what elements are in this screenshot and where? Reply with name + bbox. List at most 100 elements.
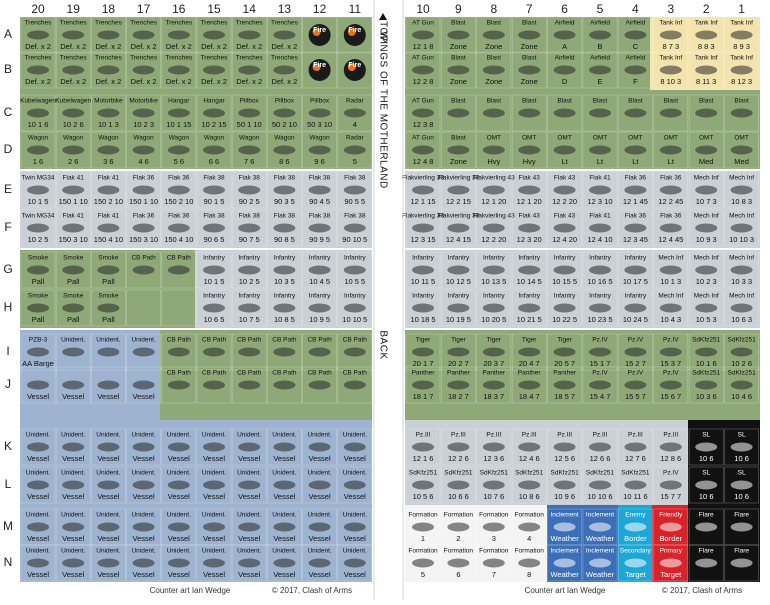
counter-border	[20, 508, 56, 546]
counter: Blast Zone	[441, 16, 476, 54]
counter-icon	[482, 522, 505, 532]
counter-border	[267, 131, 302, 169]
counter-stats: 12 3 6	[483, 454, 504, 463]
counter-border	[302, 51, 337, 89]
counter-name: Infantry	[625, 293, 647, 300]
counter-border	[405, 466, 441, 504]
counter-stats: 8 7 3	[662, 42, 679, 51]
counter: Flak 43 12 3 20	[511, 209, 547, 247]
counter-stats: Vessel	[133, 534, 155, 543]
counter: Unident. Vessel	[126, 544, 161, 582]
counter-icon	[97, 145, 120, 155]
column-label: 1	[738, 2, 745, 16]
counter: Flak 43 12 1 20	[511, 171, 547, 209]
counter-stats: Def. x 2	[166, 77, 192, 86]
counter-icon	[273, 303, 296, 313]
counter-border	[55, 508, 91, 546]
counter: Wagon 7 6	[231, 131, 267, 169]
counter-icon	[518, 30, 541, 40]
counter: Wagon 2 6	[55, 131, 91, 169]
counter-border	[126, 289, 161, 327]
counter-stats: Vessel	[203, 570, 225, 579]
counter-icon	[624, 265, 647, 275]
counter-name: Unident.	[202, 432, 226, 439]
counter-icon	[273, 145, 296, 155]
counter-stats: Vessel	[168, 534, 190, 543]
counter: Blast	[511, 94, 547, 132]
counter-icon	[308, 108, 331, 118]
counter-border	[653, 466, 689, 504]
counter: Blast	[582, 94, 618, 132]
counter-border	[126, 209, 161, 247]
counter-icon	[695, 265, 718, 275]
counter-border	[547, 466, 582, 504]
counter-border	[653, 289, 689, 327]
counter-stats: Pall	[102, 277, 115, 286]
counter-border	[618, 508, 653, 546]
counter-name: OMT	[734, 135, 748, 142]
counter-icon	[167, 108, 190, 118]
counter-stats: 10 16 5	[587, 277, 612, 286]
counter-name: Panther	[412, 370, 436, 377]
counter: Panther 18 1 7	[405, 366, 441, 404]
counter: SdKfz251 10 11 6	[618, 466, 653, 504]
counter-name: Wagon	[274, 135, 295, 142]
counter-stats: Vessel	[97, 534, 119, 543]
counter-border	[547, 544, 582, 582]
counter-icon	[273, 185, 296, 195]
counter-icon	[589, 30, 611, 40]
counter-stats: 12 3 10	[587, 197, 612, 206]
counter-stats: 10 1 3	[660, 277, 681, 286]
counter-name: CB Path	[343, 370, 368, 377]
row-label: G	[3, 262, 12, 276]
counter: Unident. Vessel	[91, 544, 126, 582]
counter-name: Unident.	[343, 512, 367, 519]
counter-border	[476, 289, 512, 327]
counter-border	[267, 171, 302, 209]
counter-stats: 4 6	[138, 157, 148, 166]
counter-border	[405, 428, 441, 466]
counter-stats: 90 2 5	[239, 197, 260, 206]
counter-border	[161, 466, 197, 504]
counter: Unident. Vessel	[302, 508, 337, 546]
counter: Airfield F	[618, 51, 653, 89]
counter-icon	[62, 558, 85, 568]
counter-border	[20, 251, 56, 289]
counter: Flak 36 150 1 10	[126, 171, 161, 209]
counter: Unident. Vessel	[337, 508, 373, 546]
counter-border	[724, 508, 759, 546]
counter-icon	[659, 442, 682, 452]
counter-icon	[447, 65, 470, 75]
counter-name: Flak 36	[625, 213, 647, 220]
counter: Smoke Pall	[20, 289, 56, 327]
counter-border	[55, 366, 91, 404]
counter-border	[302, 16, 337, 54]
counter-name: Formation	[408, 512, 438, 519]
counter: Flak 38 90 4 5	[302, 171, 337, 209]
counter-icon	[203, 145, 225, 155]
counter-icon	[203, 65, 225, 75]
counter-name: Unident.	[131, 432, 155, 439]
counter-border	[126, 333, 161, 371]
counter-icon	[624, 108, 647, 118]
counter-stats: Vessel	[168, 454, 190, 463]
counter: Blast	[653, 94, 689, 132]
counter: SdKfz251 10 3 6	[688, 366, 724, 404]
counter: Unident. Vessel	[20, 466, 56, 504]
counter-icon	[553, 347, 576, 357]
counter-label: Fire	[348, 62, 361, 69]
counter-name: SdKfz251	[728, 337, 757, 344]
counter-name: Infantry	[589, 255, 611, 262]
counter-name: Formation	[515, 512, 545, 519]
counter-border	[688, 251, 724, 289]
counter-icon	[730, 442, 753, 452]
counter: CB Path	[231, 366, 267, 404]
counter-icon	[167, 185, 190, 195]
counter: Hangar 10 2 15	[196, 94, 232, 132]
counter-border	[91, 94, 126, 132]
counter-name: Pz.IV	[663, 337, 679, 344]
counter-name: Unident.	[96, 337, 120, 344]
counter-icon	[308, 185, 331, 195]
counter-border	[302, 94, 337, 132]
counter: Pz.IV 15 3 7	[653, 333, 689, 371]
